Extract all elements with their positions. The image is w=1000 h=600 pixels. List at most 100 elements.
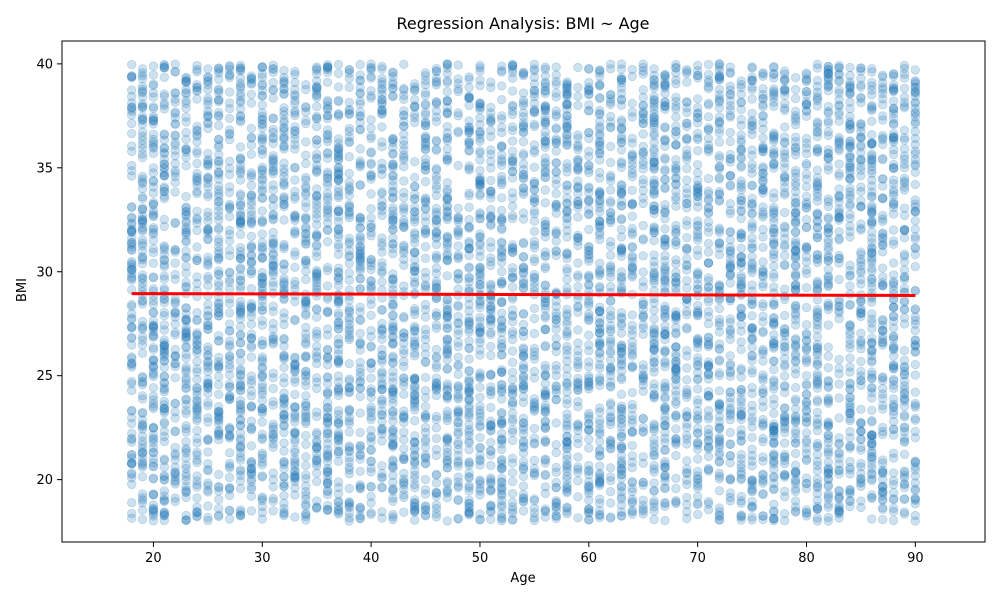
scatter-point [595, 340, 605, 350]
scatter-point [246, 319, 257, 329]
scatter-point [475, 66, 485, 76]
scatter-point [693, 374, 703, 384]
scatter-point [235, 465, 246, 475]
scatter-point [137, 211, 148, 221]
scatter-point [257, 123, 268, 133]
scatter-point [660, 305, 670, 316]
scatter-point [540, 167, 551, 178]
scatter-point [301, 181, 311, 192]
scatter-point [344, 325, 355, 336]
scatter-point [377, 329, 387, 340]
scatter-point [464, 388, 474, 398]
scatter-point [279, 276, 289, 287]
scatter-point [431, 469, 442, 480]
scatter-point [148, 506, 159, 517]
scatter-point [279, 490, 289, 501]
scatter-point [605, 324, 616, 335]
scatter-point [464, 263, 474, 273]
scatter-point [573, 464, 583, 475]
scatter-point [126, 233, 137, 244]
scatter-point [170, 59, 180, 69]
scatter-point [137, 192, 148, 202]
scatter-point [268, 334, 278, 345]
scatter-point [235, 421, 246, 431]
scatter-point [410, 112, 420, 123]
scatter-point [203, 360, 213, 371]
scatter-point [279, 509, 289, 519]
scatter-point [159, 351, 170, 362]
scatter-point [399, 121, 409, 131]
scatter-point [312, 149, 322, 159]
scatter-point [137, 152, 148, 163]
scatter-point [224, 461, 235, 471]
scatter-point [192, 336, 202, 346]
scatter-point [137, 299, 148, 309]
scatter-point [126, 264, 137, 275]
scatter-point [453, 241, 463, 251]
scatter-point [290, 139, 300, 150]
scatter-point [497, 141, 507, 151]
scatter-point [279, 481, 289, 491]
scatter-point [268, 400, 278, 410]
scatter-point [377, 483, 387, 493]
scatter-point [137, 372, 148, 382]
scatter-point [671, 96, 681, 107]
scatter-point [213, 107, 224, 118]
scatter-point [159, 509, 170, 519]
scatter-point [170, 455, 180, 465]
scatter-point [703, 342, 714, 352]
scatter-point [605, 214, 616, 225]
scatter-point [573, 196, 583, 206]
scatter-point [148, 188, 159, 198]
scatter-point [703, 207, 714, 218]
scatter-point [268, 60, 278, 70]
scatter-point [682, 243, 692, 254]
scatter-point [703, 238, 714, 249]
scatter-point [355, 180, 365, 190]
scatter-point [442, 151, 453, 162]
scatter-point [137, 274, 148, 284]
scatter-point [410, 248, 420, 258]
scatter-point [279, 134, 289, 145]
scatter-point [148, 235, 159, 246]
scatter-point [605, 498, 616, 508]
scatter-point [616, 308, 627, 318]
scatter-point [126, 360, 137, 370]
scatter-point [148, 511, 159, 521]
scatter-point [420, 356, 431, 367]
scatter-point [181, 227, 191, 238]
scatter-point [671, 436, 681, 446]
scatter-point [148, 163, 159, 173]
scatter-point [159, 104, 170, 114]
scatter-point [170, 373, 180, 383]
scatter-point [159, 403, 170, 414]
scatter-point [126, 239, 137, 250]
scatter-point [126, 165, 137, 176]
scatter-point [148, 434, 159, 445]
scatter-point [181, 144, 191, 155]
scatter-point [344, 123, 355, 134]
scatter-point [682, 363, 692, 373]
scatter-point [181, 235, 191, 246]
scatter-point [126, 406, 137, 416]
scatter-point [431, 500, 442, 510]
scatter-point [159, 462, 170, 472]
scatter-point [159, 154, 170, 165]
scatter-point [137, 495, 148, 505]
scatter-point [410, 374, 420, 385]
scatter-point [573, 433, 583, 443]
scatter-point [627, 498, 638, 508]
scatter-point [464, 91, 474, 102]
scatter-point [693, 235, 703, 245]
scatter-point [170, 462, 180, 473]
scatter-point [529, 184, 540, 195]
scatter-point [126, 459, 137, 469]
scatter-point [137, 457, 148, 467]
scatter-point [224, 103, 235, 114]
scatter-point [649, 235, 659, 246]
scatter-point [660, 154, 670, 165]
scatter-point [616, 284, 627, 295]
scatter-point [605, 463, 616, 473]
scatter-point [616, 341, 627, 351]
scatter-point [224, 163, 235, 174]
